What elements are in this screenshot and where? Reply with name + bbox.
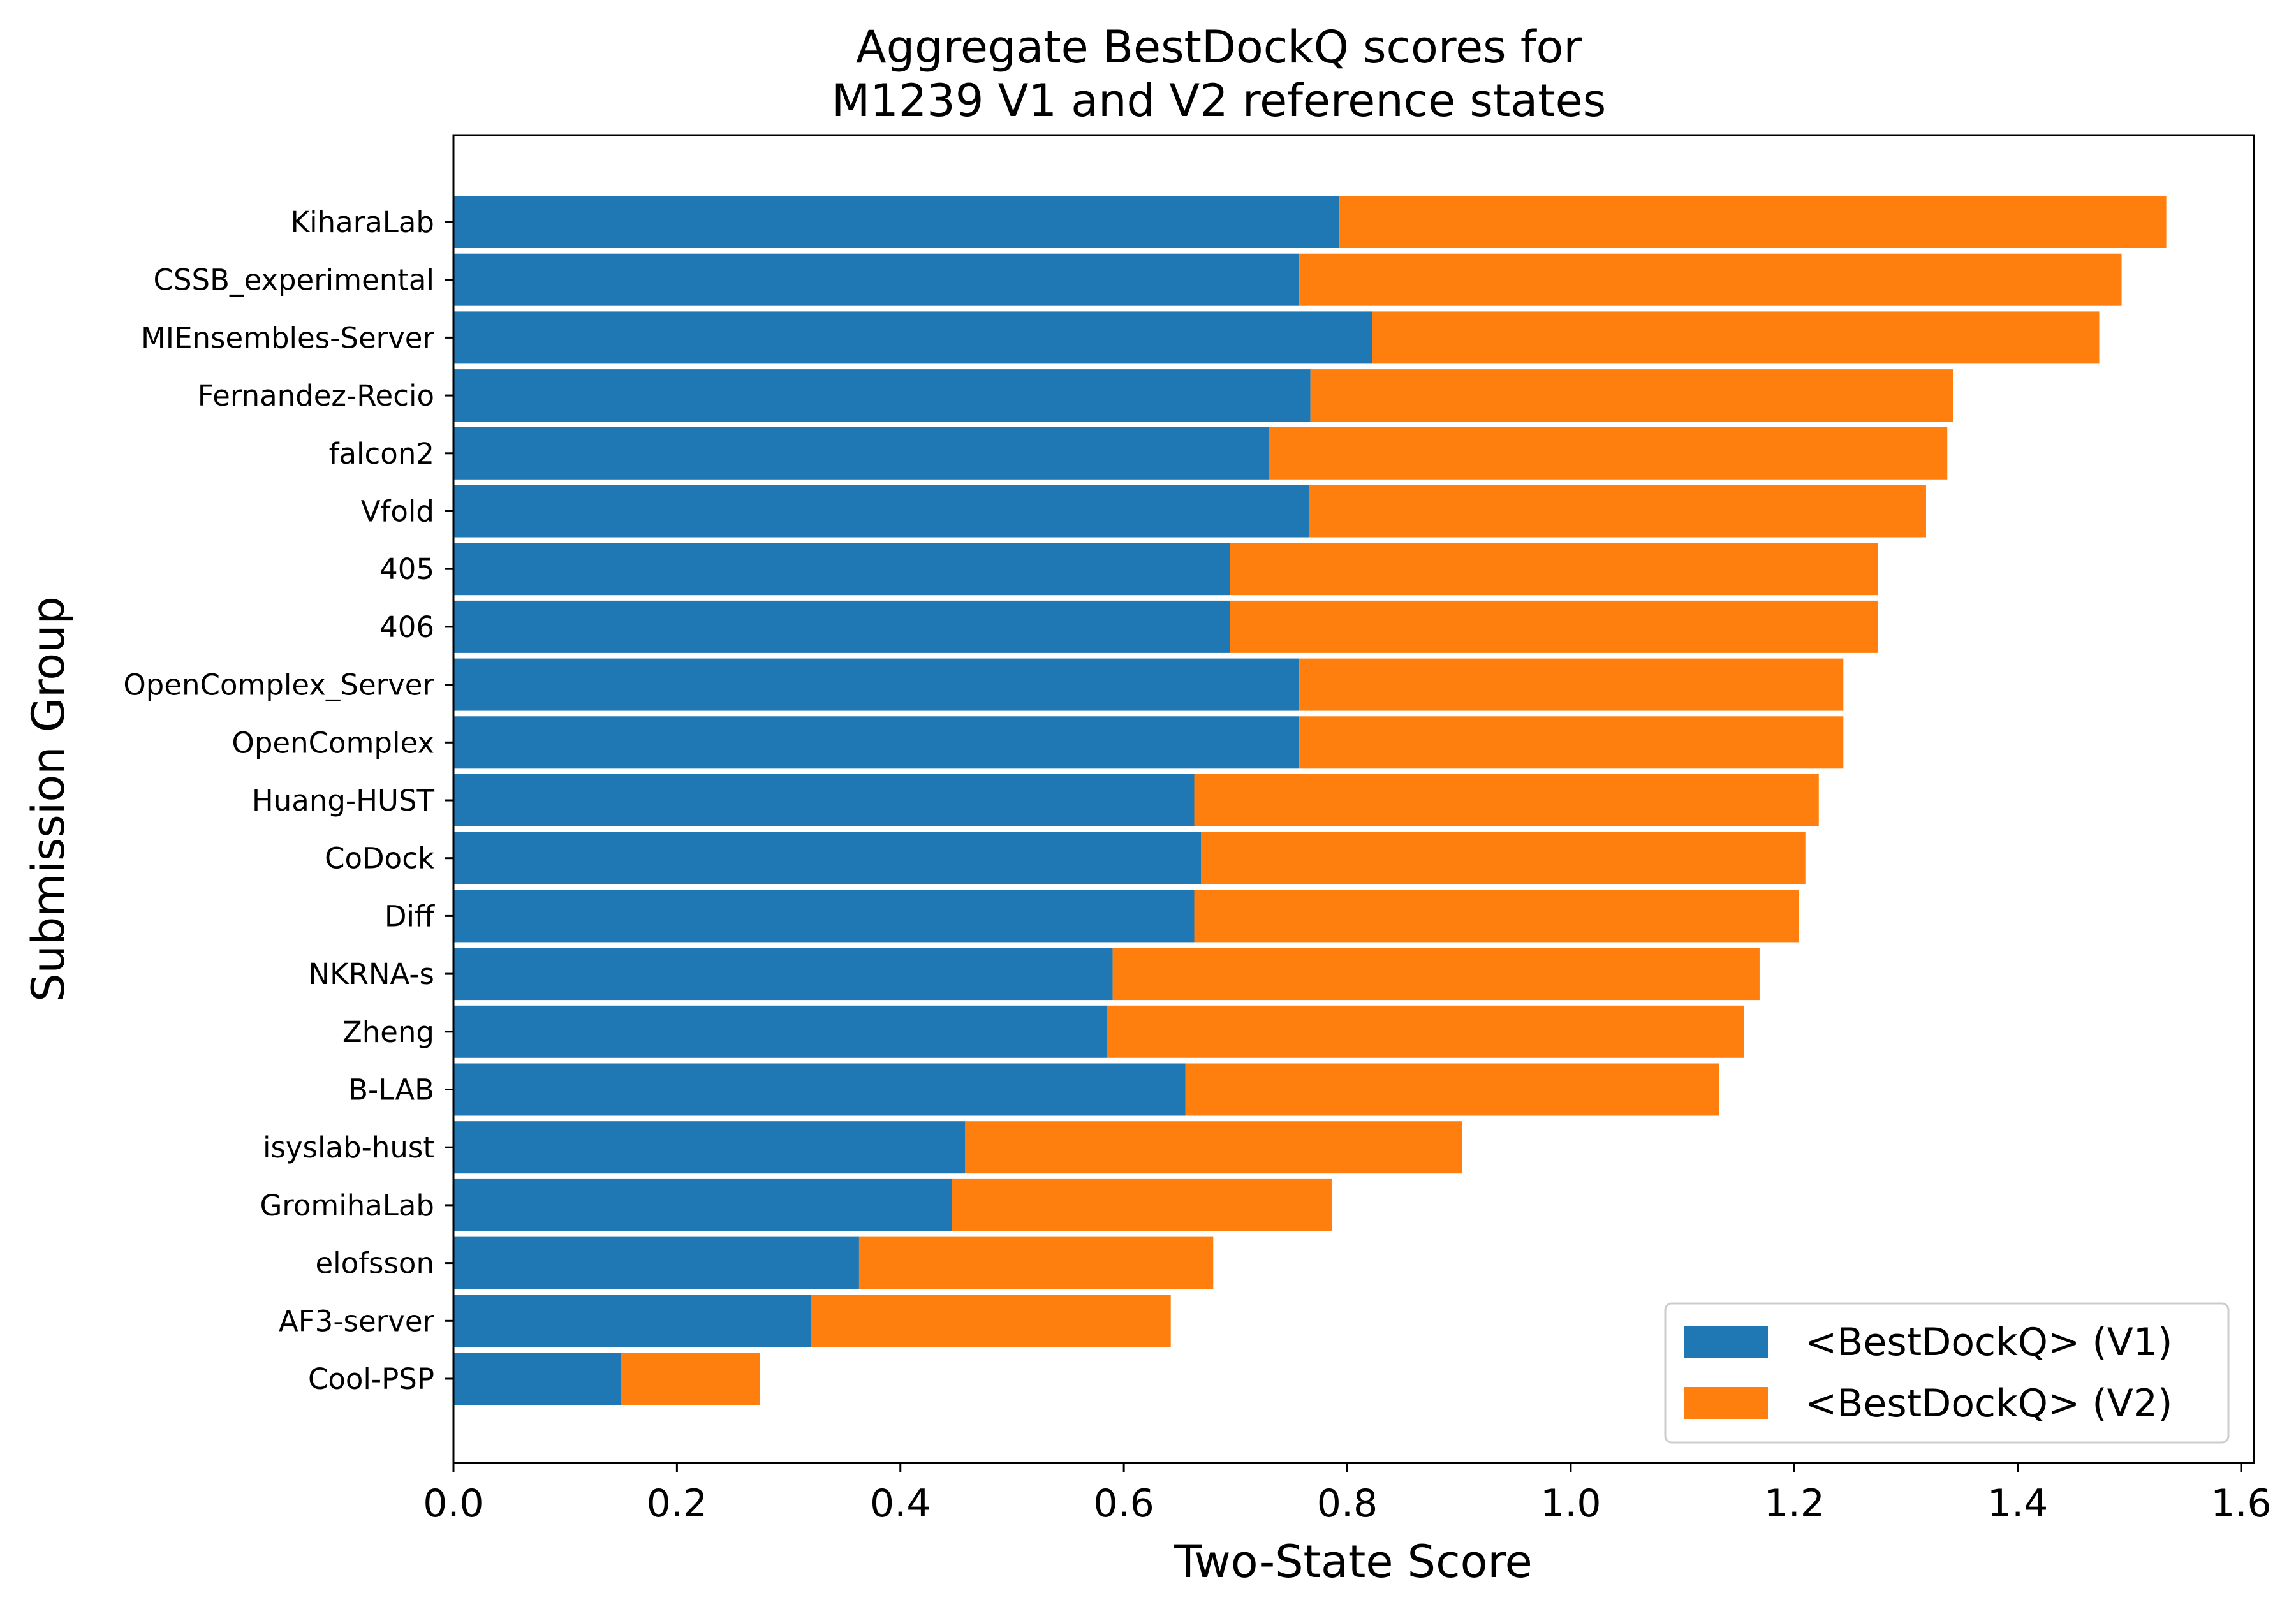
bar-opencomplex-server-v1: [453, 658, 1300, 711]
bar-nkrna-s-v2: [1112, 948, 1760, 1001]
chart-title: Aggregate BestDockQ scores for M1239 V1 …: [832, 21, 1606, 127]
y-tick-label: NKRNA-s: [308, 957, 434, 991]
y-tick-label: falcon2: [329, 437, 434, 471]
bar-miensembles-server-v2: [1372, 311, 2100, 364]
y-tick-label: B-LAB: [348, 1073, 434, 1107]
y-tick-label: Huang-HUST: [252, 784, 435, 818]
y-tick-label: KiharaLab: [291, 205, 434, 239]
bar-opencomplex-server-v2: [1299, 658, 1844, 711]
x-tick-label: 0.8: [1317, 1481, 1378, 1526]
chart-title-line-2: M1239 V1 and V2 reference states: [832, 75, 1606, 127]
bar-falcon2-v2: [1269, 427, 1948, 480]
bar-nkrna-s-v1: [453, 948, 1113, 1001]
bar-kiharalab-v2: [1339, 196, 2167, 248]
legend-frame: [1664, 1302, 2230, 1444]
bars-layer: [453, 196, 2167, 1405]
y-tick-label: OpenComplex_Server: [123, 668, 434, 702]
bar-cool-psp-v1: [453, 1353, 621, 1405]
x-tick-label: 0.2: [647, 1481, 707, 1526]
y-tick-label: AF3-server: [279, 1304, 434, 1338]
x-tick-label: 1.4: [1987, 1481, 2048, 1526]
bar-af3-server-v2: [811, 1295, 1171, 1347]
bar-cssb-experimental-v1: [453, 253, 1300, 306]
bar-cssb-experimental-v2: [1299, 253, 2122, 306]
bar-405-v2: [1230, 543, 1878, 596]
y-tick-label: Zheng: [342, 1015, 434, 1049]
y-tick-label: Vfold: [361, 495, 434, 529]
bar-b-lab-v1: [453, 1063, 1186, 1116]
bar-fernandez-recio-v2: [1310, 369, 1954, 422]
legend-swatch-v1: [1684, 1326, 1768, 1358]
y-tick-label: isyslab-hust: [263, 1131, 434, 1164]
bar-zheng-v1: [453, 1005, 1107, 1058]
bar-b-lab-v2: [1185, 1063, 1719, 1116]
y-tick-label: Diff: [385, 899, 435, 933]
bar-406-v2: [1230, 600, 1878, 653]
x-tick-label: 1.0: [1540, 1481, 1601, 1526]
x-tick-label: 1.2: [1764, 1481, 1825, 1526]
bar-vfold-v1: [453, 485, 1309, 538]
y-tick-label: Fernandez-Recio: [198, 379, 434, 413]
x-tick-label: 1.6: [2211, 1481, 2271, 1526]
bar-406-v1: [453, 600, 1230, 653]
x-tick-label: 0.4: [870, 1481, 931, 1526]
bar-opencomplex-v1: [453, 716, 1300, 769]
y-tick-label: GromihaLab: [260, 1189, 434, 1222]
legend: <BestDockQ> (V1) <BestDockQ> (V2): [1664, 1302, 2230, 1444]
bar-codock-v2: [1201, 832, 1806, 884]
bar-kiharalab-v1: [453, 196, 1340, 248]
bar-405-v1: [453, 543, 1230, 596]
chart-title-line-1: Aggregate BestDockQ scores for: [856, 21, 1582, 73]
bar-fernandez-recio-v1: [453, 369, 1311, 422]
legend-swatch-v2: [1684, 1387, 1768, 1419]
legend-label-v2: <BestDockQ> (V2): [1805, 1381, 2172, 1426]
bar-cool-psp-v2: [621, 1353, 760, 1405]
bar-vfold-v2: [1309, 485, 1926, 538]
bar-elofsson-v2: [858, 1236, 1214, 1289]
plot-area-frame: [452, 134, 2255, 1464]
y-tick-label: elofsson: [315, 1247, 434, 1280]
x-tick-label: 0.6: [1093, 1481, 1154, 1526]
y-axis: KiharaLab CSSB_experimental MIEnsembles-Se…: [123, 205, 453, 1396]
y-tick-label: CSSB_experimental: [154, 263, 434, 297]
bar-isyslab-hust-v1: [453, 1121, 966, 1174]
y-tick-label: MIEnsembles-Server: [141, 321, 435, 355]
bar-diff-v2: [1194, 890, 1799, 943]
bar-gromihalab-v1: [453, 1178, 952, 1231]
y-tick-label: OpenComplex: [232, 726, 434, 759]
x-axis-title: Two-State Score: [1174, 1536, 1532, 1588]
legend-label-v1: <BestDockQ> (V1): [1805, 1320, 2172, 1365]
bar-isyslab-hust-v2: [965, 1121, 1462, 1174]
bar-af3-server-v1: [453, 1295, 811, 1347]
y-tick-label: CoDock: [325, 842, 434, 876]
y-tick-label: 405: [379, 552, 434, 586]
y-tick-label: Cool-PSP: [308, 1362, 434, 1396]
bar-huang-hust-v2: [1194, 774, 1819, 826]
bar-opencomplex-v2: [1299, 716, 1844, 769]
x-axis: 0.0 0.2 0.4 0.6 0.8 1.0 1.2 1.4 1.6: [423, 1463, 2272, 1526]
bar-huang-hust-v1: [453, 774, 1195, 826]
bar-zheng-v2: [1107, 1005, 1744, 1058]
y-tick-label: 406: [379, 610, 434, 644]
bar-codock-v1: [453, 832, 1202, 884]
bar-elofsson-v1: [453, 1236, 859, 1289]
bar-diff-v1: [453, 890, 1195, 943]
y-axis-title: Submission Group: [22, 596, 75, 1002]
bar-falcon2-v1: [453, 427, 1269, 480]
bar-gromihalab-v2: [952, 1178, 1332, 1231]
bar-miensembles-server-v1: [453, 311, 1372, 364]
x-tick-label: 0.0: [423, 1481, 483, 1526]
